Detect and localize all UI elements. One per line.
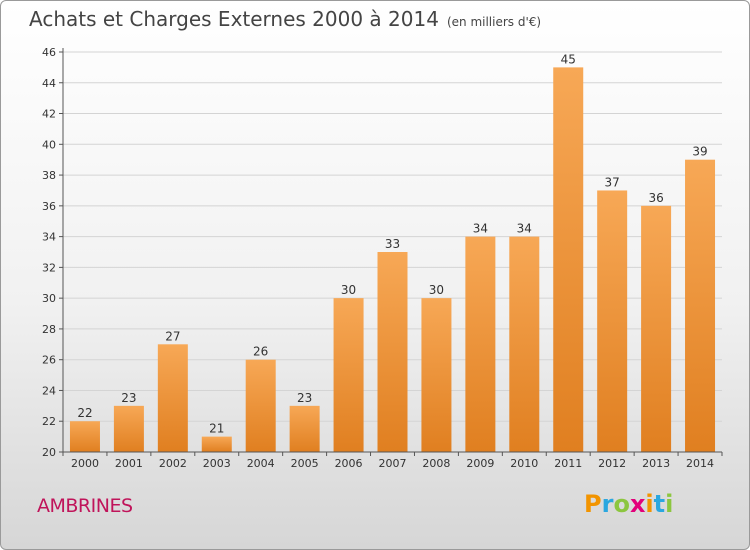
chart-title: Achats et Charges Externes 2000 à 2014 (e… (29, 7, 541, 31)
data-label-2006: 30 (341, 283, 356, 297)
data-label-2012: 37 (605, 175, 620, 189)
bar-2010 (509, 236, 540, 452)
y-tick-label: 22 (42, 415, 56, 428)
logo-letter: r (601, 490, 614, 518)
logo-letter: o (613, 490, 630, 518)
data-label-2008: 30 (429, 283, 444, 297)
y-tick-label: 46 (42, 46, 56, 59)
x-tick-label-2014: 2014 (686, 457, 714, 470)
x-tick-label-2009: 2009 (466, 457, 494, 470)
bar-2011 (553, 67, 584, 452)
data-label-2007: 33 (385, 237, 400, 251)
x-tick-label-2003: 2003 (203, 457, 231, 470)
bar-2000 (69, 421, 100, 452)
y-tick-label: 24 (42, 384, 56, 397)
data-label-2013: 36 (648, 191, 663, 205)
axes: 20 22 24 26 28 30 32 34 36 38 40 42 44 46 2000 2001 2002… (42, 46, 723, 470)
x-tick-label-2007: 2007 (379, 457, 407, 470)
logo-letter: i (645, 490, 654, 518)
x-tick-label-2006: 2006 (335, 457, 363, 470)
x-tick-label-2013: 2013 (642, 457, 670, 470)
y-tick-label: 32 (42, 261, 56, 274)
data-label-2011: 45 (561, 52, 576, 66)
bar-2001 (113, 405, 144, 452)
y-tick-label: 40 (42, 138, 56, 151)
bar-2014 (685, 159, 716, 452)
y-tick-label: 36 (42, 200, 56, 213)
data-label-2003: 21 (209, 422, 224, 436)
bar-2003 (201, 436, 232, 452)
x-tick-label-2010: 2010 (510, 457, 538, 470)
y-tick-label: 26 (42, 354, 56, 367)
y-tick-label: 38 (42, 169, 56, 182)
x-tick-label-2011: 2011 (554, 457, 582, 470)
chart-unit: (en milliers d'€) (446, 15, 542, 29)
data-label-2000: 22 (77, 406, 92, 420)
logo-letter: x (629, 490, 646, 518)
y-tick-label: 28 (42, 323, 56, 336)
x-tick-label-2012: 2012 (598, 457, 626, 470)
bar-2013 (641, 205, 672, 452)
data-label-2001: 23 (121, 391, 136, 405)
x-tick-label-2004: 2004 (247, 457, 275, 470)
bars: 22 23 27 21 26 23 30 33 30 34 34 45 37 36 39 (69, 52, 716, 452)
proxiti-logo: Proxiti (584, 490, 673, 518)
logo-letter: P (584, 490, 602, 518)
bar-2005 (289, 405, 320, 452)
logo-letter: i (665, 490, 674, 518)
data-label-2010: 34 (517, 222, 532, 236)
x-tick-label-2002: 2002 (159, 457, 187, 470)
bar-2007 (377, 252, 408, 452)
y-tick-label: 20 (42, 446, 56, 459)
bar-2006 (333, 298, 364, 452)
y-tick-label: 30 (42, 292, 56, 305)
data-label-2005: 23 (297, 391, 312, 405)
y-tick-label: 42 (42, 108, 56, 121)
bar-2012 (597, 190, 628, 452)
data-label-2002: 27 (165, 329, 180, 343)
bar-2009 (465, 236, 496, 452)
x-tick-label-2001: 2001 (115, 457, 143, 470)
x-tick-label-2005: 2005 (291, 457, 319, 470)
data-label-2009: 34 (473, 222, 488, 236)
chart-title-text: Achats et Charges Externes 2000 à 2014 (29, 7, 439, 31)
data-label-2014: 39 (692, 145, 707, 159)
bar-2002 (157, 344, 188, 452)
x-tick-label-2008: 2008 (422, 457, 450, 470)
data-label-2004: 26 (253, 345, 268, 359)
commune-name: AMBRINES (37, 495, 133, 517)
y-tick-label: 44 (42, 77, 56, 90)
bar-2004 (245, 359, 276, 452)
x-tick-label-2000: 2000 (71, 457, 99, 470)
y-tick-label: 34 (42, 231, 56, 244)
logo-letter: t (653, 490, 666, 518)
bar-2008 (421, 298, 452, 452)
